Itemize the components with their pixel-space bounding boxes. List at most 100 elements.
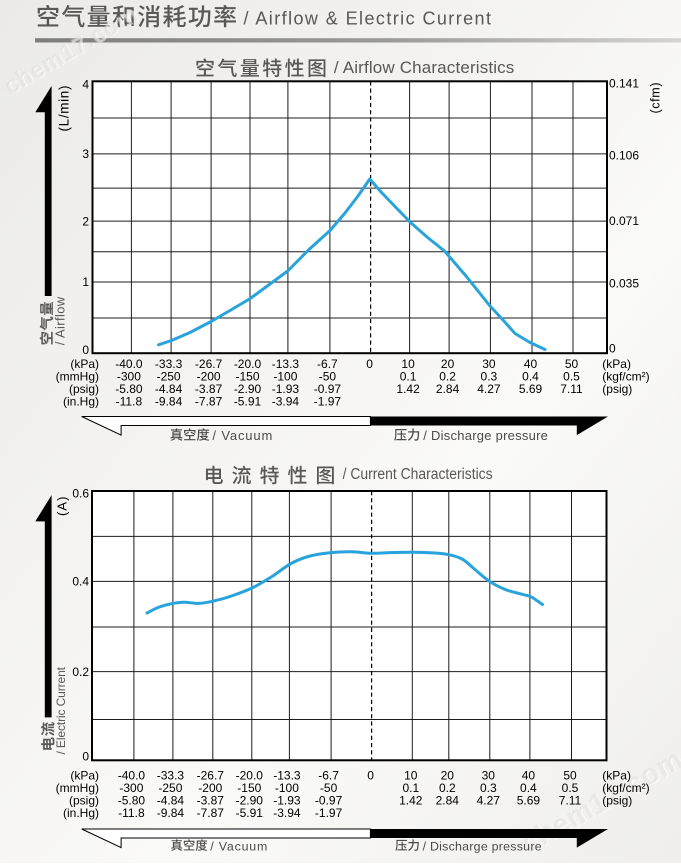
svg-text:-7.87: -7.87 [197, 806, 225, 820]
svg-text:/ Vacuum: / Vacuum [212, 428, 272, 443]
svg-text:30: 30 [482, 769, 496, 783]
svg-text:-3.87: -3.87 [195, 382, 223, 396]
svg-text:(kgf/cm²): (kgf/cm²) [602, 781, 649, 795]
svg-text:-7.87: -7.87 [195, 395, 223, 409]
svg-text:0.3: 0.3 [481, 370, 498, 384]
svg-text:(kgf/cm²): (kgf/cm²) [602, 370, 649, 384]
svg-text:-0.97: -0.97 [314, 382, 342, 396]
svg-text:(kPa): (kPa) [70, 357, 99, 371]
svg-text:0.5: 0.5 [563, 370, 580, 384]
svg-text:0.3: 0.3 [480, 781, 497, 795]
svg-text:40: 40 [524, 357, 538, 371]
svg-text:-300: -300 [117, 370, 141, 384]
svg-text:2: 2 [82, 214, 89, 228]
svg-text:-150: -150 [237, 781, 261, 795]
svg-text:/ Discharge pressure: / Discharge pressure [423, 428, 548, 443]
svg-text:-1.93: -1.93 [272, 382, 300, 396]
svg-text:(psig): (psig) [602, 382, 632, 396]
svg-text:-50: -50 [320, 781, 338, 795]
svg-text:40: 40 [522, 769, 536, 783]
svg-text:-3.94: -3.94 [272, 395, 300, 409]
svg-text:0: 0 [609, 342, 616, 356]
svg-text:-40.0: -40.0 [118, 769, 146, 783]
svg-text:1.42: 1.42 [399, 794, 423, 808]
svg-text:2.84: 2.84 [436, 382, 460, 396]
svg-text:-26.7: -26.7 [197, 769, 225, 783]
svg-text:-200: -200 [197, 370, 221, 384]
svg-text:-4.84: -4.84 [157, 794, 185, 808]
svg-text:7.11: 7.11 [559, 794, 582, 808]
svg-text:0.035: 0.035 [609, 276, 639, 290]
svg-text:1: 1 [82, 275, 89, 289]
svg-text:(mmHg): (mmHg) [56, 781, 99, 795]
svg-text:-50: -50 [319, 370, 337, 384]
svg-text:(L/min): (L/min) [57, 86, 72, 132]
svg-text:/ Airflow Characteristics: / Airflow Characteristics [334, 58, 514, 77]
svg-text:(kPa): (kPa) [602, 357, 631, 371]
svg-text:0.4: 0.4 [522, 370, 539, 384]
svg-text:/ Vacuum: / Vacuum [210, 839, 267, 853]
svg-text:-13.3: -13.3 [272, 357, 300, 371]
svg-text:0.2: 0.2 [72, 665, 89, 679]
svg-text:-2.90: -2.90 [236, 794, 264, 808]
svg-text:3: 3 [82, 147, 89, 161]
svg-text:20: 20 [441, 357, 455, 371]
svg-text:0.5: 0.5 [562, 781, 579, 795]
svg-text:/ Current Characteristics: / Current Characteristics [343, 466, 493, 483]
svg-text:50: 50 [563, 769, 577, 783]
svg-text:-3.87: -3.87 [197, 794, 225, 808]
svg-text:20: 20 [441, 769, 455, 783]
svg-text:0.106: 0.106 [609, 149, 639, 163]
svg-text:5.69: 5.69 [519, 382, 543, 396]
svg-text:(psig): (psig) [69, 382, 99, 396]
svg-text:/ Discharge pressure: / Discharge pressure [423, 839, 542, 853]
svg-text:0: 0 [367, 769, 374, 783]
svg-text:/ Airflow: / Airflow [53, 296, 68, 345]
svg-text:10: 10 [401, 357, 415, 371]
svg-text:-33.3: -33.3 [157, 769, 185, 783]
svg-text:5.69: 5.69 [517, 794, 541, 808]
svg-text:(mmHg): (mmHg) [56, 370, 99, 384]
svg-text:(A): (A) [54, 497, 69, 517]
svg-text:-20.0: -20.0 [234, 357, 262, 371]
svg-text:30: 30 [482, 357, 496, 371]
svg-text:0.6: 0.6 [72, 487, 89, 501]
svg-text:-9.84: -9.84 [155, 395, 183, 409]
svg-text:1.42: 1.42 [396, 382, 420, 396]
svg-text:0.1: 0.1 [402, 781, 419, 795]
svg-text:0: 0 [366, 357, 373, 371]
svg-text:-9.84: -9.84 [157, 806, 185, 820]
svg-text:-6.7: -6.7 [318, 769, 339, 783]
svg-text:(cfm): (cfm) [649, 83, 663, 114]
svg-text:(kPa): (kPa) [602, 769, 631, 783]
svg-text:-20.0: -20.0 [236, 769, 264, 783]
svg-text:2.84: 2.84 [436, 794, 460, 808]
svg-text:0.1: 0.1 [400, 370, 417, 384]
svg-text:0.2: 0.2 [439, 370, 456, 384]
svg-text:-3.94: -3.94 [273, 806, 301, 820]
svg-text:0.071: 0.071 [609, 214, 639, 228]
svg-text:(in.Hg): (in.Hg) [63, 395, 99, 409]
svg-text:-6.7: -6.7 [317, 357, 338, 371]
svg-text:-250: -250 [158, 781, 182, 795]
svg-text:10: 10 [404, 769, 418, 783]
svg-text:-250: -250 [157, 370, 181, 384]
svg-text:-5.80: -5.80 [118, 794, 146, 808]
svg-text:0.4: 0.4 [72, 575, 89, 589]
svg-text:(in.Hg): (in.Hg) [63, 806, 99, 820]
svg-text:/ Airflow & Electric Current: / Airflow & Electric Current [244, 9, 492, 29]
svg-text:-26.7: -26.7 [195, 357, 223, 371]
svg-text:/ Electric Current: / Electric Current [54, 666, 68, 754]
svg-text:-5.91: -5.91 [234, 395, 262, 409]
svg-text:-11.8: -11.8 [116, 395, 143, 409]
svg-text:-200: -200 [198, 781, 222, 795]
svg-text:0.4: 0.4 [520, 781, 537, 795]
svg-text:(psig): (psig) [602, 794, 632, 808]
svg-text:(psig): (psig) [69, 794, 99, 808]
svg-text:-1.93: -1.93 [273, 794, 301, 808]
svg-text:-100: -100 [275, 781, 299, 795]
svg-text:50: 50 [565, 357, 579, 371]
svg-text:-40.0: -40.0 [115, 357, 143, 371]
svg-text:-300: -300 [119, 781, 143, 795]
svg-text:4.27: 4.27 [477, 382, 501, 396]
